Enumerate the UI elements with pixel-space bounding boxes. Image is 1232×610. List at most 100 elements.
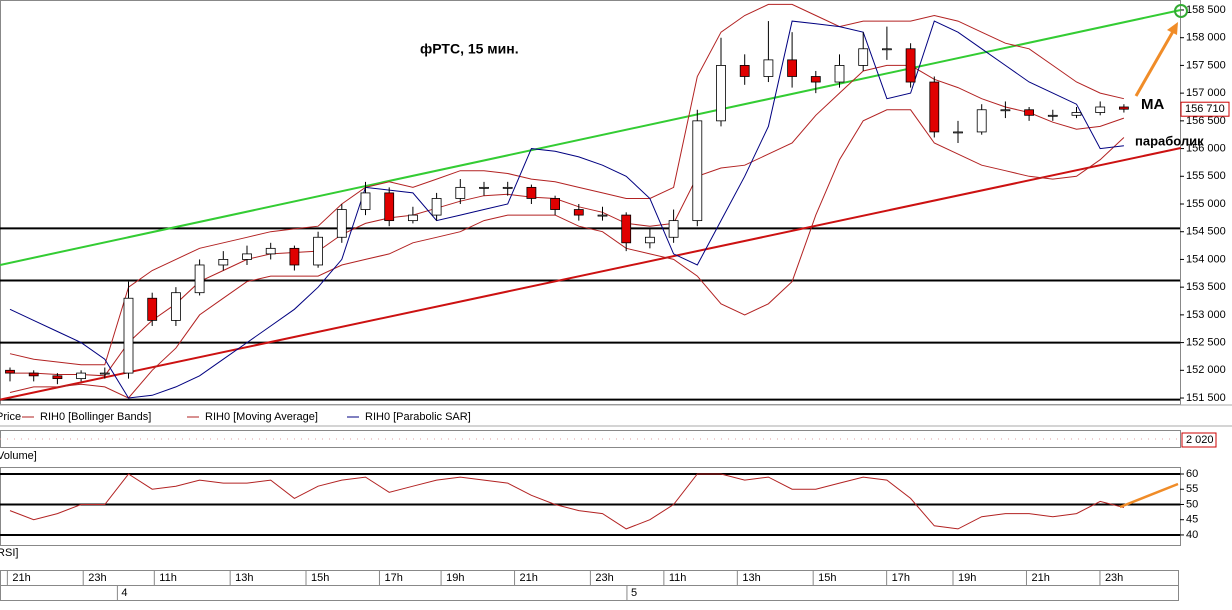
candle-body [787, 59, 797, 77]
x-tick-label: 23h [595, 572, 613, 584]
x-tick-label: 19h [446, 572, 464, 584]
candle-body [5, 369, 15, 374]
y-tick-label: 158 000 [1186, 32, 1226, 44]
y-tick-label: 156 500 [1186, 115, 1226, 127]
candle-body [573, 209, 584, 216]
y-tick-label: 154 000 [1186, 253, 1226, 265]
rsi-tick-label: 40 [1186, 529, 1198, 541]
candle-body [550, 198, 560, 210]
candle-body [597, 214, 608, 217]
y-tick-label: 151 500 [1186, 392, 1226, 404]
y-tick-label: 157 500 [1186, 59, 1226, 71]
legend-label: RIH0 [Bollinger Bands] [40, 411, 151, 423]
x-tick-label: 23h [1105, 572, 1123, 584]
bollinger-upper [9, 3, 1125, 366]
candle-body [265, 247, 276, 255]
parabolic-sar [9, 20, 1124, 399]
arrow [1134, 27, 1177, 97]
candle-body [76, 372, 86, 380]
candle-body [526, 186, 537, 199]
y-tick-label: 155 000 [1186, 198, 1226, 210]
date-axis [0, 585, 1179, 601]
candle-body [407, 214, 418, 222]
x-tick-label: 17h [384, 572, 402, 584]
annotation: МА [1141, 96, 1164, 113]
x-tick-label: 17h [892, 572, 910, 584]
last-price-label: 156 710 [1185, 103, 1225, 115]
candle-body [99, 372, 110, 375]
rsi-tick-label: 45 [1186, 514, 1198, 526]
candle-body [384, 192, 395, 222]
candle-body [336, 209, 347, 238]
y-tick-label: 156 000 [1186, 142, 1226, 154]
candle-body [1000, 109, 1011, 112]
arrow [1119, 482, 1179, 509]
x-tick-label: 21h [12, 572, 30, 584]
candle-body [905, 48, 916, 83]
chart-title: фРТС, 15 мин. [420, 41, 519, 57]
x-tick-label: 15h [311, 572, 329, 584]
x-tick-label: 21h [520, 572, 538, 584]
x-tick-label: 11h [669, 572, 687, 584]
candle-body [502, 186, 513, 189]
candle-body [810, 76, 821, 83]
candle-body [123, 297, 134, 374]
x-tick-label: 23h [88, 572, 106, 584]
marker [1174, 4, 1188, 18]
x-tick-label: 11h [159, 572, 177, 584]
candle-body [882, 48, 892, 51]
candle-body [976, 109, 987, 133]
candle-body [28, 372, 39, 377]
y-tick-label: 158 500 [1186, 4, 1226, 16]
candle-body [1047, 114, 1058, 117]
candle-body [953, 131, 963, 134]
panel-label: [RSI] [0, 547, 18, 559]
candle-body [834, 65, 845, 83]
y-tick-label: 154 500 [1186, 226, 1226, 238]
rsi-tick-label: 55 [1186, 483, 1198, 495]
candle-body [360, 192, 371, 210]
candle-body [858, 48, 869, 66]
volume-label: 2 020 [1186, 434, 1214, 446]
candle-body [289, 247, 300, 266]
candle-body [147, 297, 158, 321]
candle-body [313, 236, 324, 266]
candle-body [929, 81, 940, 133]
rsi-tick-label: 60 [1186, 468, 1198, 480]
arrow-head [1167, 22, 1178, 35]
candle-body [739, 65, 750, 77]
rsi-tick-label: 50 [1186, 498, 1198, 510]
candle-body [1024, 109, 1034, 116]
candle-body [716, 65, 726, 122]
date-label: 4 [121, 587, 127, 599]
rsi-panel [0, 467, 1181, 546]
legend-label: RIH0 [Moving Average] [205, 411, 318, 423]
x-tick-label: 13h [235, 572, 253, 584]
candle-body [194, 264, 205, 294]
candle-body [170, 292, 181, 321]
candle-body [431, 198, 442, 216]
trend-line [0, 9, 1181, 266]
y-tick-label: 157 000 [1186, 87, 1226, 99]
last-price-box [1180, 101, 1230, 117]
y-tick-label: 152 500 [1186, 336, 1226, 348]
candle-body [242, 253, 252, 260]
candle-body [455, 186, 466, 199]
y-tick-label: 155 500 [1186, 170, 1226, 182]
candle-body [668, 220, 679, 238]
annotation: параболик [1135, 133, 1204, 148]
legend-label: Price [0, 411, 21, 423]
y-tick-label: 152 000 [1186, 364, 1226, 376]
x-tick-label: 19h [958, 572, 976, 584]
x-tick-label: 13h [742, 572, 760, 584]
y-tick-label: 153 000 [1186, 309, 1226, 321]
panel-label: [Volume] [0, 450, 37, 462]
candle-body [218, 259, 229, 266]
y-tick-label: 153 500 [1186, 281, 1226, 293]
candle-body [1119, 106, 1129, 110]
candle-body [479, 186, 489, 189]
candle-body [692, 120, 703, 222]
x-tick-label: 15h [818, 572, 836, 584]
